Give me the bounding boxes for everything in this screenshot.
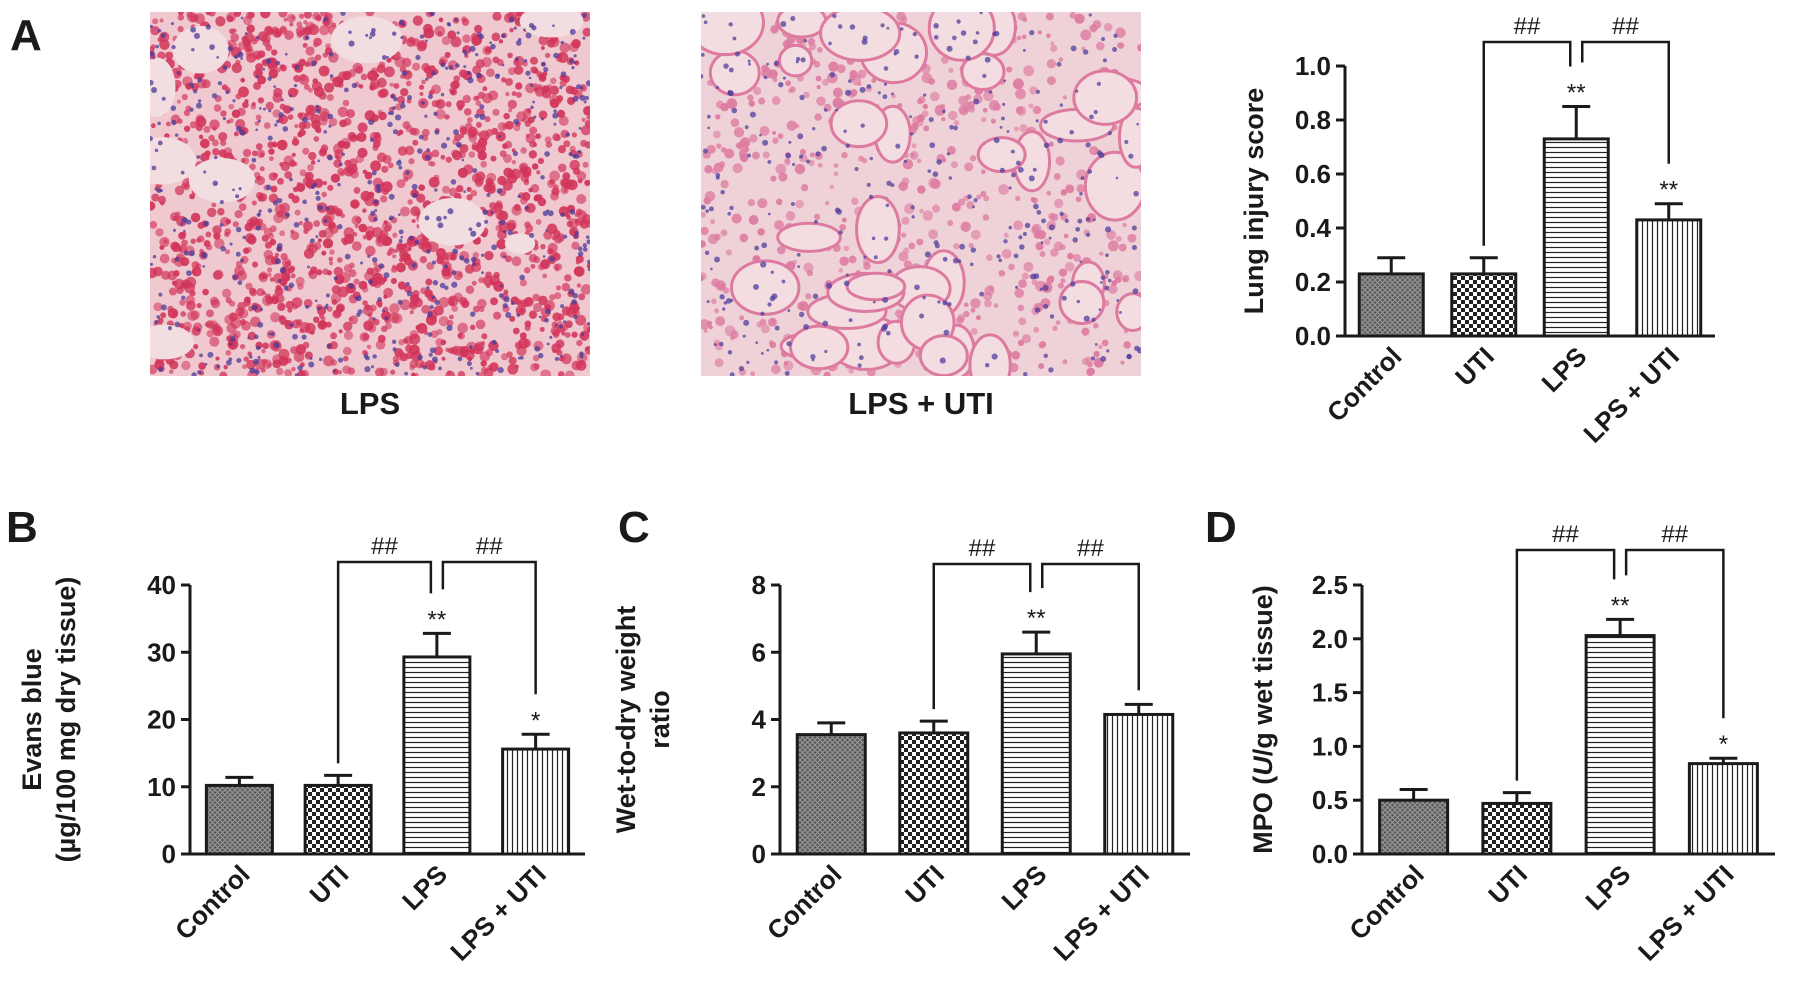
y-tick-label: 2.0 — [1312, 624, 1348, 654]
bar — [795, 733, 867, 856]
y-tick-label: 20 — [147, 705, 176, 735]
comparison-label: ## — [371, 533, 398, 560]
x-tick-label: UTI — [1449, 341, 1500, 392]
y-tick-label: 0.0 — [1295, 321, 1331, 351]
significance-label: ** — [1659, 177, 1678, 204]
bar — [1378, 798, 1450, 856]
y-tick-label: 0.5 — [1312, 785, 1348, 815]
comparison-bracket — [932, 562, 1032, 710]
x-tick-label: LPS + UTI — [1577, 341, 1685, 449]
comparison-label: ## — [1077, 535, 1104, 562]
chart-evans-blue: 0 10 20 30 40 Evans blue (µg/100 mg dry tissue… — [17, 533, 585, 967]
y-tick-label: 0.0 — [1312, 839, 1348, 869]
bar — [1000, 652, 1072, 856]
significance-label: ** — [428, 606, 447, 633]
y-tick-label: 0 — [752, 839, 766, 869]
y-tick-label: 10 — [147, 772, 176, 802]
comparison-label: ## — [1612, 13, 1639, 40]
y-tick-label: 0.6 — [1295, 159, 1331, 189]
comparison-bracket — [336, 560, 433, 764]
bar — [204, 783, 274, 856]
chart-wet-to-dry-ratio: 0 2 4 6 8 Wet-to-dry weight ratio Control UTI ** L… — [611, 535, 1190, 967]
y-axis-label-units: ratio — [645, 690, 675, 749]
bar — [1542, 137, 1610, 338]
y-tick-label: 30 — [147, 637, 176, 667]
micrograph-lps-uti-caption: LPS + UTI — [848, 386, 994, 421]
y-tick-label: 0.4 — [1295, 213, 1332, 243]
comparison-bracket — [1041, 562, 1140, 691]
x-tick-label: Control — [761, 859, 848, 946]
y-tick-label: 0.2 — [1295, 267, 1331, 297]
y-tick-label: 2.5 — [1312, 570, 1348, 600]
x-tick-label: Control — [169, 859, 256, 946]
x-tick-label: Control — [1343, 859, 1430, 946]
bar — [1357, 272, 1425, 338]
bar — [1450, 272, 1518, 338]
x-tick-label: LPS + UTI — [1632, 859, 1740, 967]
bar — [1103, 712, 1175, 856]
x-tick-label: LPS — [396, 859, 453, 916]
significance-label: * — [531, 707, 540, 734]
bar — [1481, 801, 1553, 856]
comparison-label: ## — [1661, 521, 1688, 548]
bar — [1687, 762, 1759, 856]
micrograph-lps — [150, 12, 590, 376]
x-tick-label: UTI — [1482, 859, 1533, 910]
panel-label-d: D — [1205, 503, 1237, 552]
comparison-bracket — [1581, 40, 1670, 164]
micrograph-lps-caption: LPS — [339, 386, 401, 421]
comparison-label: ## — [476, 533, 503, 560]
y-tick-label: 8 — [752, 570, 766, 600]
y-tick-label: 0 — [162, 839, 176, 869]
y-axis-label: Evans blue — [17, 648, 47, 791]
x-tick-label: LPS + UTI — [1047, 859, 1155, 967]
y-tick-label: 2 — [752, 772, 766, 802]
y-axis-label: MPO (U/g wet tissue) — [1248, 585, 1278, 854]
comparison-bracket — [1482, 40, 1572, 246]
y-tick-label: 40 — [147, 570, 176, 600]
x-tick-label: UTI — [304, 859, 355, 910]
bar — [898, 731, 970, 856]
y-axis-label: Wet-to-dry weight — [611, 606, 641, 833]
significance-label: ** — [1611, 592, 1630, 619]
x-tick-label: LPS — [996, 859, 1053, 916]
significance-label: ** — [1567, 80, 1586, 107]
y-tick-label: 1.0 — [1295, 51, 1331, 81]
y-axis-label-units: (µg/100 mg dry tissue) — [51, 577, 81, 863]
bar — [501, 747, 571, 856]
panel-label-a: A — [10, 11, 42, 60]
chart-lung-injury-score: 0.0 0.2 0.4 0.6 0.8 1.0 Lung injury score Contr… — [1239, 13, 1715, 449]
comparison-bracket — [1624, 548, 1725, 719]
x-tick-label: LPS + UTI — [444, 859, 552, 967]
bar — [1635, 218, 1703, 338]
comparison-bracket — [1515, 548, 1616, 781]
panel-label-b: B — [6, 503, 38, 552]
bar — [1584, 634, 1656, 856]
panel-label-c: C — [618, 503, 650, 552]
y-axis-label: Lung injury score — [1239, 88, 1269, 315]
comparison-label: ## — [969, 535, 996, 562]
significance-label: ** — [1027, 605, 1046, 632]
significance-label: * — [1719, 731, 1728, 758]
y-tick-label: 0.8 — [1295, 105, 1331, 135]
comparison-label: ## — [1514, 13, 1541, 40]
comparison-bracket — [441, 560, 537, 695]
x-tick-label: Control — [1321, 341, 1408, 428]
chart-mpo: 0.0 0.5 1.0 1.5 2.0 2.5 MPO (U/g wet tissue) Co… — [1248, 521, 1775, 967]
micrograph-lps-uti — [701, 12, 1141, 376]
micrograph-lps-image — [150, 12, 590, 376]
x-tick-label: UTI — [899, 859, 950, 910]
x-tick-label: LPS — [1579, 859, 1636, 916]
bar — [402, 655, 472, 856]
x-tick-label: LPS — [1536, 341, 1593, 398]
y-tick-label: 4 — [752, 705, 767, 735]
bar — [303, 783, 373, 856]
y-tick-label: 1.0 — [1312, 731, 1348, 761]
y-tick-label: 1.5 — [1312, 678, 1348, 708]
y-tick-label: 6 — [752, 637, 766, 667]
micrograph-lps-uti-image — [701, 12, 1141, 376]
comparison-label: ## — [1552, 521, 1579, 548]
